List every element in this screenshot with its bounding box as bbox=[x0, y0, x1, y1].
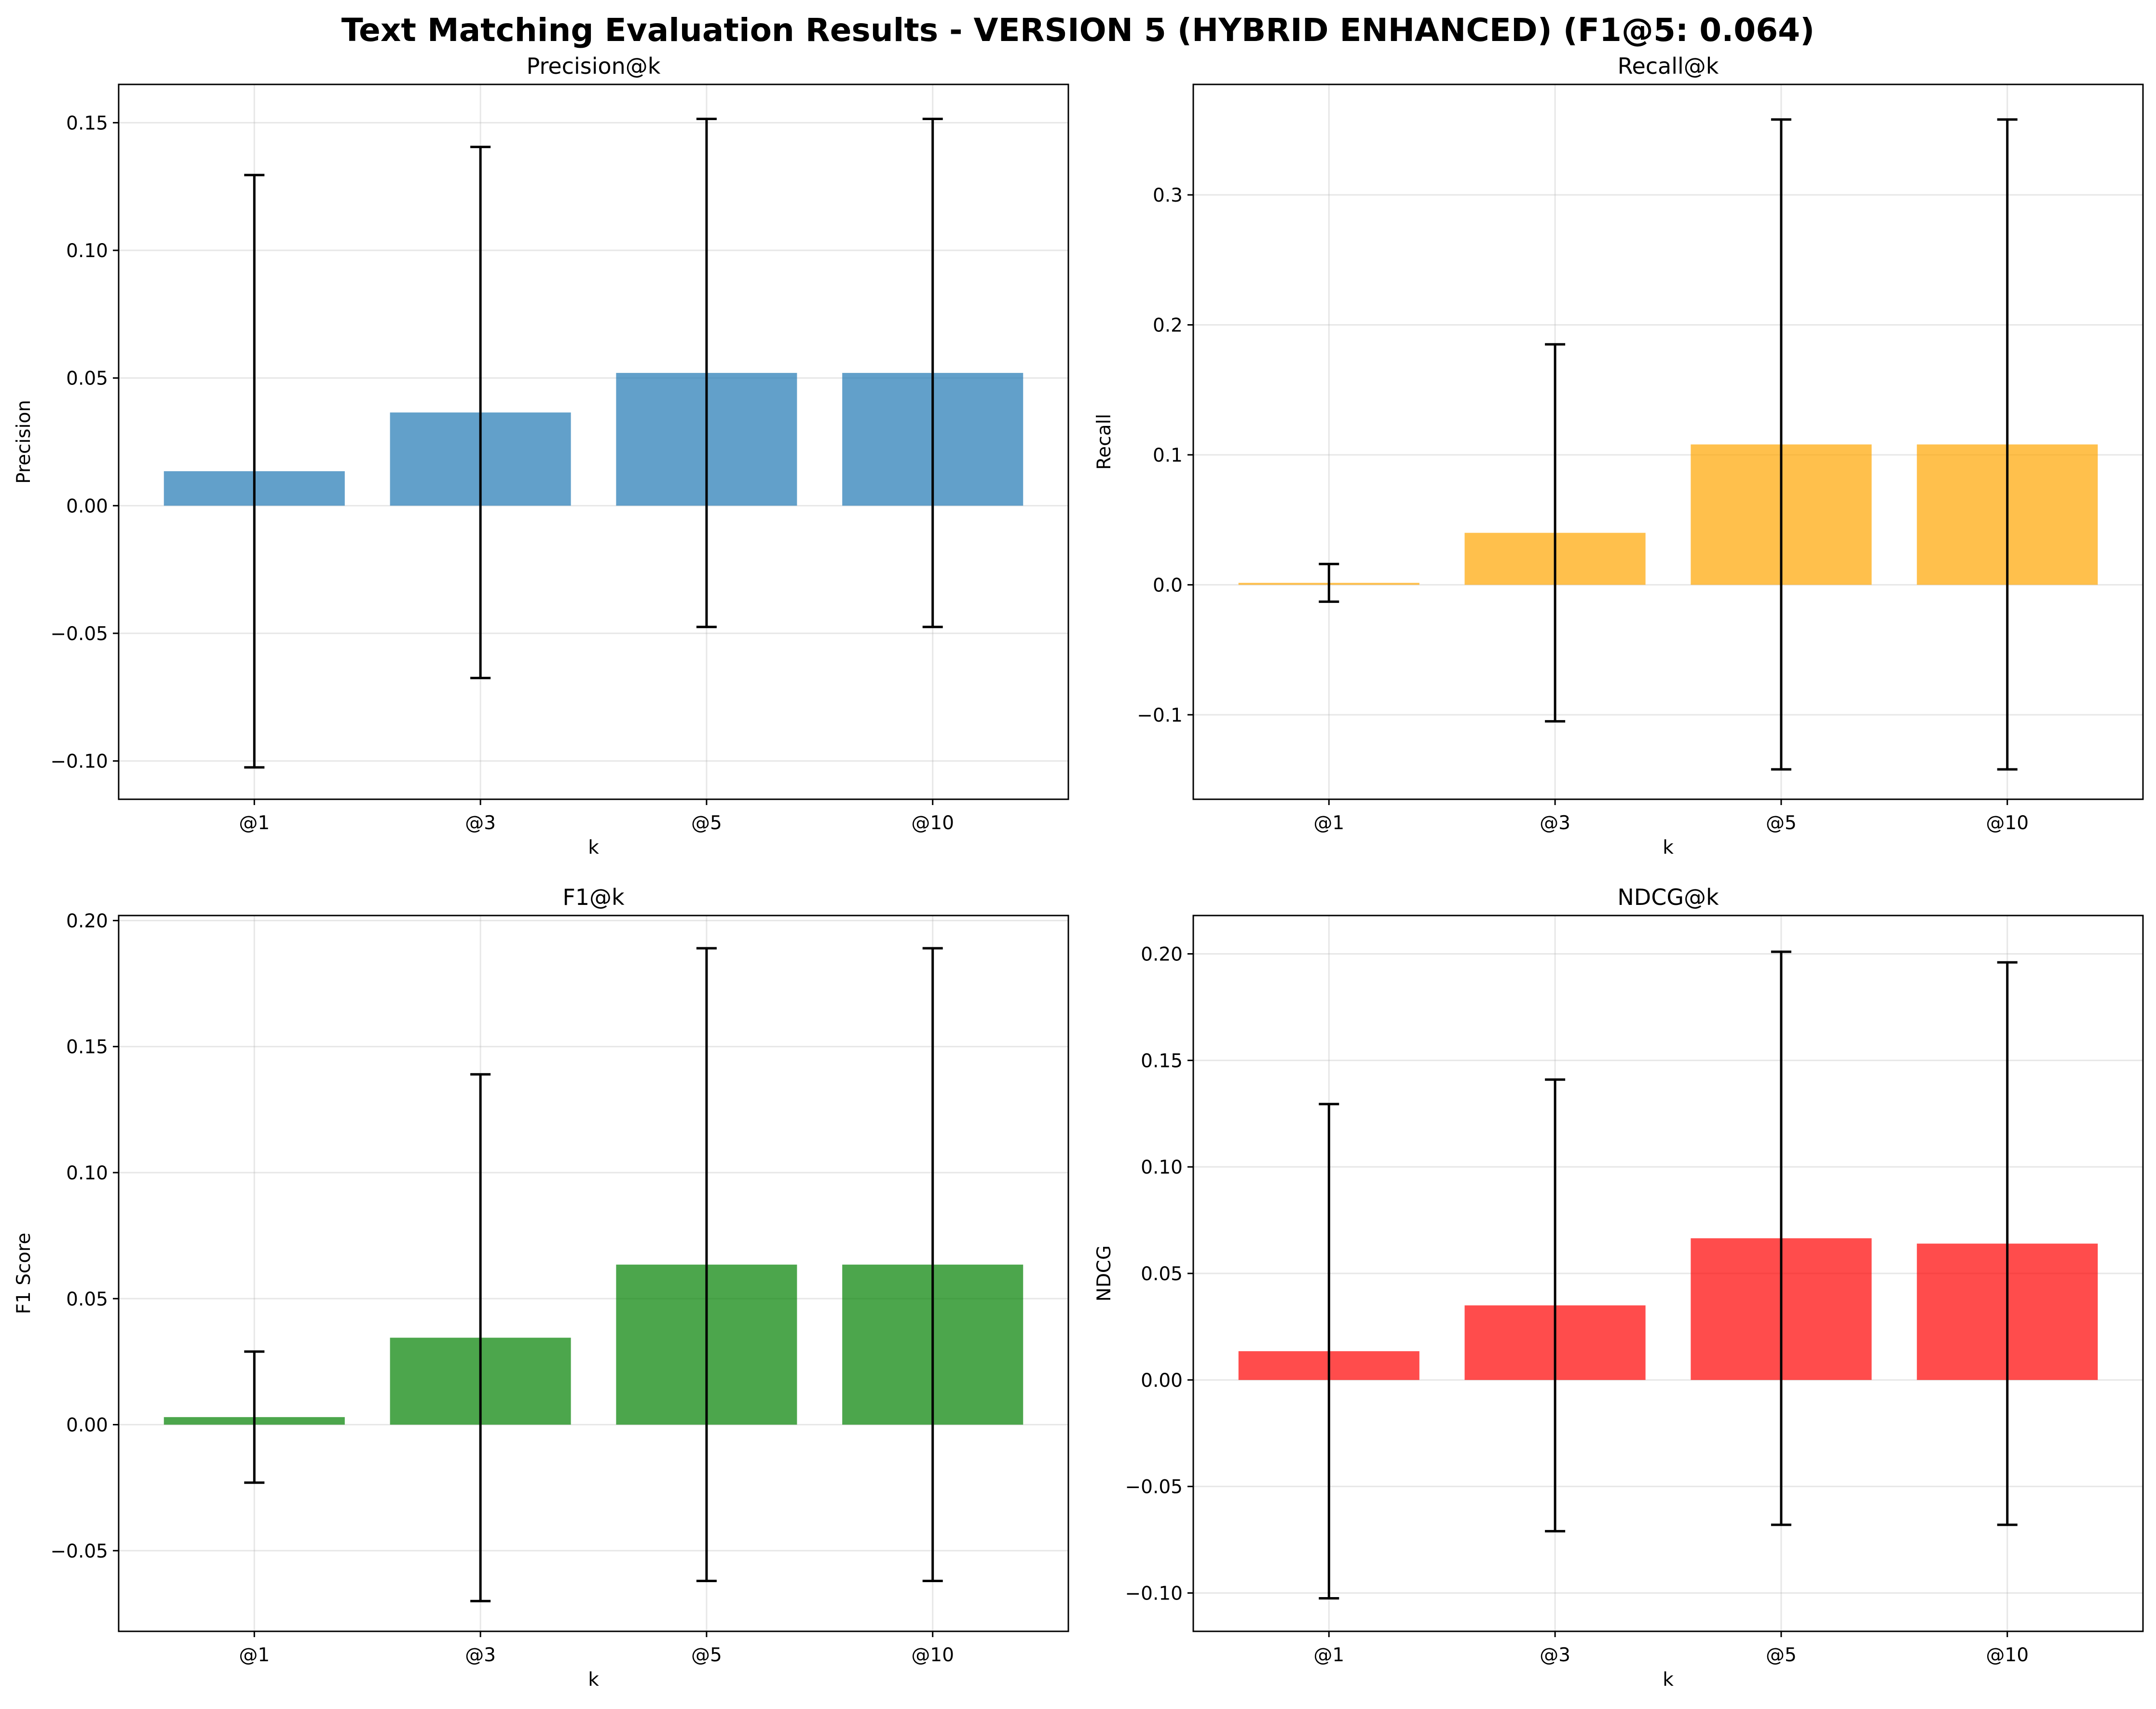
figure-suptitle: Text Matching Evaluation Results - VERSI… bbox=[341, 12, 1815, 49]
y-tick-label: 0.15 bbox=[1141, 1050, 1183, 1072]
y-tick-label: 0.10 bbox=[66, 1162, 108, 1184]
y-tick-label: 0.05 bbox=[66, 368, 108, 390]
x-tick-label: @1 bbox=[1313, 1644, 1344, 1666]
x-tick-label: @10 bbox=[1986, 812, 2029, 834]
y-tick-label: 0.10 bbox=[66, 240, 108, 262]
x-tick-label: @3 bbox=[1540, 1644, 1570, 1666]
y-tick-label: −0.1 bbox=[1137, 705, 1183, 726]
x-tick-label: @5 bbox=[1766, 812, 1797, 834]
y-tick-label: 0.10 bbox=[1141, 1157, 1183, 1178]
y-tick-label: 0.2 bbox=[1153, 314, 1183, 336]
y-tick-label: 0.00 bbox=[66, 495, 108, 517]
x-tick-label: @1 bbox=[239, 1644, 270, 1666]
subplot-ndcg-k: −0.10 −0.05 0.00 0.05 0.10 0.15 0.20 @1 @3 @5 @10 k… bbox=[1093, 884, 2144, 1691]
y-axis-label: Recall bbox=[1093, 414, 1115, 470]
subplot-title: F1@k bbox=[562, 884, 625, 910]
y-tick-label: −0.05 bbox=[50, 1541, 108, 1562]
y-tick-label: 0.0 bbox=[1153, 574, 1183, 596]
x-tick-label: @3 bbox=[1540, 812, 1570, 834]
x-axis-label: k bbox=[588, 1669, 599, 1691]
y-tick-label: 0.05 bbox=[1141, 1263, 1183, 1285]
subplot-title: Recall@k bbox=[1618, 53, 1719, 79]
y-tick-label: 0.00 bbox=[1141, 1370, 1183, 1392]
x-tick-label: @5 bbox=[691, 1644, 722, 1666]
y-tick-label: −0.10 bbox=[1125, 1583, 1183, 1605]
y-tick-label: 0.05 bbox=[66, 1288, 108, 1310]
y-tick-label: 0.20 bbox=[1141, 944, 1183, 966]
x-axis-label: k bbox=[1663, 1669, 1674, 1691]
y-tick-label: 0.00 bbox=[66, 1415, 108, 1436]
axes-frame bbox=[118, 83, 1069, 800]
x-tick-label: @10 bbox=[1986, 1644, 2029, 1666]
subplot-f1-k: −0.05 0.00 0.05 0.10 0.15 0.20 @1 @3 @5 @10 k F1 Sc… bbox=[13, 884, 1069, 1691]
axes-frame bbox=[118, 915, 1069, 1632]
subplot-title: NDCG@k bbox=[1617, 884, 1719, 910]
y-tick-label: 0.1 bbox=[1153, 445, 1183, 466]
x-tick-label: @10 bbox=[911, 812, 954, 834]
x-tick-label: @5 bbox=[691, 812, 722, 834]
y-axis-label: F1 Score bbox=[13, 1233, 35, 1314]
y-tick-label: 0.15 bbox=[66, 112, 108, 134]
subplot-precision-k: −0.10 −0.05 0.00 0.05 0.10 0.15 @1 @3 @5 @10 k Prec… bbox=[13, 53, 1069, 859]
y-tick-label: −0.10 bbox=[50, 751, 108, 773]
y-tick-label: 0.15 bbox=[66, 1037, 108, 1058]
y-tick-label: 0.20 bbox=[66, 910, 108, 932]
y-tick-label: −0.05 bbox=[50, 623, 108, 645]
x-tick-label: @1 bbox=[239, 812, 270, 834]
x-tick-label: @3 bbox=[465, 1644, 496, 1666]
y-tick-label: 0.3 bbox=[1153, 185, 1183, 206]
x-axis-label: k bbox=[588, 837, 599, 859]
y-axis-label: NDCG bbox=[1093, 1245, 1115, 1302]
x-tick-label: @1 bbox=[1313, 812, 1344, 834]
x-tick-label: @10 bbox=[911, 1644, 954, 1666]
subplot-recall-k: −0.1 0.0 0.1 0.2 0.3 @1 @3 @5 @10 k Recall Recall@k bbox=[1093, 53, 2144, 859]
y-tick-label: −0.05 bbox=[1125, 1477, 1183, 1498]
y-axis-label: Precision bbox=[13, 400, 35, 484]
axes-frame bbox=[1192, 83, 2144, 800]
x-axis-label: k bbox=[1663, 837, 1674, 859]
x-tick-label: @3 bbox=[465, 812, 496, 834]
subplot-title: Precision@k bbox=[527, 53, 661, 79]
x-tick-label: @5 bbox=[1766, 1644, 1797, 1666]
